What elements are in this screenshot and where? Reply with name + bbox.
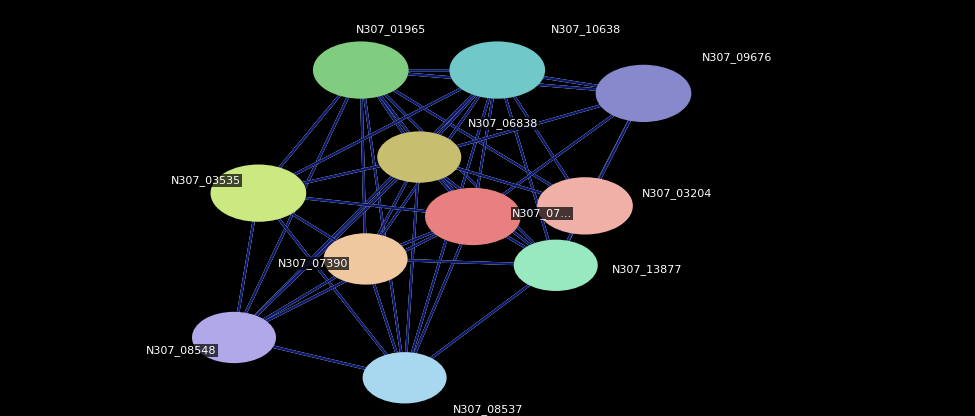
Text: N307_03535: N307_03535 <box>171 175 241 186</box>
Text: N307_03204: N307_03204 <box>642 188 712 198</box>
Ellipse shape <box>426 189 520 244</box>
Ellipse shape <box>193 313 275 362</box>
Text: N307_08548: N307_08548 <box>146 345 216 356</box>
Ellipse shape <box>212 166 305 221</box>
Ellipse shape <box>378 132 460 182</box>
Ellipse shape <box>314 42 408 98</box>
Ellipse shape <box>364 353 446 402</box>
Ellipse shape <box>450 42 544 98</box>
Ellipse shape <box>515 241 597 290</box>
Text: N307_01965: N307_01965 <box>356 24 426 35</box>
Text: N307_09676: N307_09676 <box>702 52 772 63</box>
Ellipse shape <box>538 178 632 233</box>
Text: N307_10638: N307_10638 <box>551 24 621 35</box>
Text: N307_06838: N307_06838 <box>468 118 538 129</box>
Ellipse shape <box>597 66 690 121</box>
Text: N307_13877: N307_13877 <box>612 264 682 275</box>
Text: N307_07...: N307_07... <box>512 208 572 218</box>
Text: N307_07390: N307_07390 <box>278 258 348 269</box>
Ellipse shape <box>325 234 407 284</box>
Text: N307_08537: N307_08537 <box>453 404 524 415</box>
